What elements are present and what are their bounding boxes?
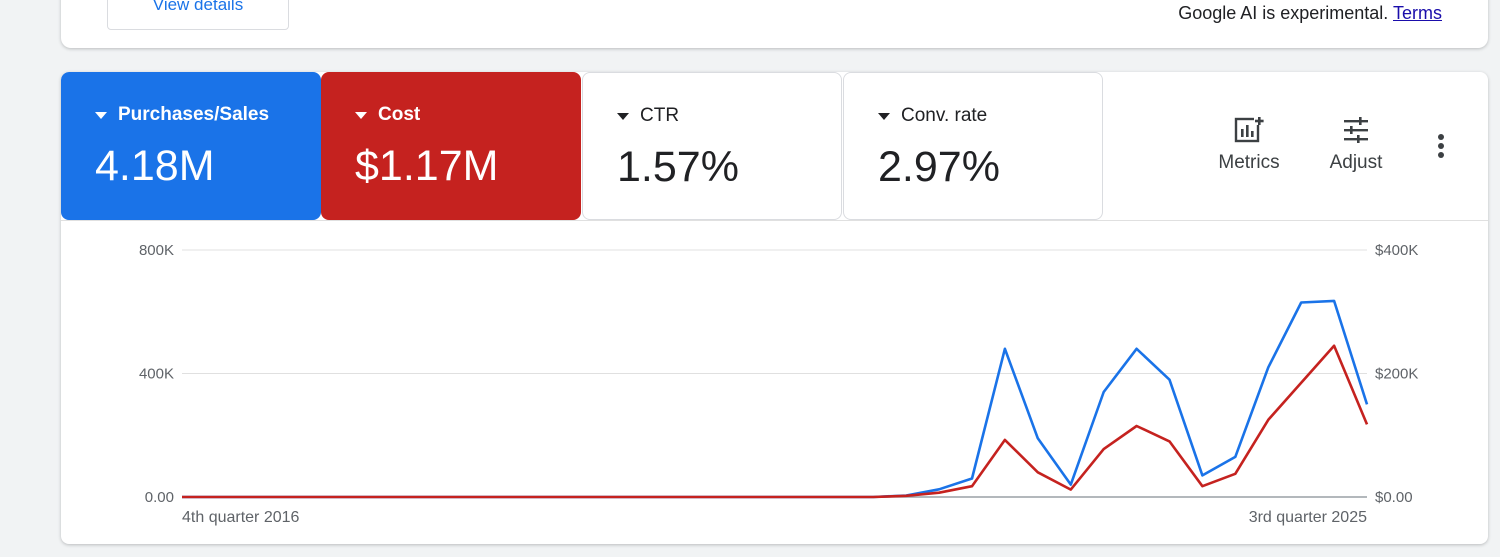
left-tick-label: 400K	[139, 366, 174, 383]
right-tick-label: $0.00	[1375, 489, 1413, 506]
x-start-label: 4th quarter 2016	[182, 509, 300, 526]
scorecard-value: 4.18M	[95, 142, 215, 190]
ai-disclaimer-text: Google AI is experimental.	[1178, 3, 1389, 23]
scorecard-value: $1.17M	[355, 142, 499, 190]
scorecard-conv-rate[interactable]: Conv. rate 2.97%	[843, 72, 1103, 220]
scorecard-cost[interactable]: Cost $1.17M	[321, 72, 581, 220]
scorecard-label: CTR	[617, 105, 679, 127]
dropdown-caret-icon	[878, 112, 890, 120]
adjust-button[interactable]: Adjust	[1316, 114, 1396, 174]
scorecard-value: 1.57%	[617, 143, 739, 191]
adjust-label: Adjust	[1329, 152, 1383, 173]
more-vert-icon[interactable]	[1429, 132, 1453, 162]
scorecard-label: Cost	[355, 104, 420, 126]
terms-link[interactable]: Terms	[1393, 3, 1442, 23]
view-details-button[interactable]: View details	[107, 0, 289, 30]
line-chart: 800K $400K 400K $200K 0.00 $0.00 4th quarter 2…	[139, 242, 1418, 526]
scorecards-row: Purchases/Sales 4.18M Cost $1.17M CTR 1.…	[61, 72, 1488, 220]
right-tick-label: $200K	[1375, 366, 1418, 383]
scorecard-label-text: Cost	[378, 104, 421, 125]
x-end-label: 3rd quarter 2025	[1249, 509, 1367, 526]
performance-card: Purchases/Sales 4.18M Cost $1.17M CTR 1.…	[61, 72, 1488, 544]
series-line-cost	[182, 344, 1369, 499]
more-vert-glyph	[1438, 134, 1444, 158]
left-tick-label: 800K	[139, 242, 174, 259]
right-tick-label: $400K	[1375, 242, 1418, 259]
performance-chart: 800K $400K 400K $200K 0.00 $0.00 4th quarter 2…	[61, 221, 1488, 544]
metrics-button[interactable]: Metrics	[1207, 114, 1291, 174]
dropdown-caret-icon	[95, 111, 107, 119]
ai-disclaimer: Google AI is experimental. Terms	[1178, 3, 1442, 24]
dropdown-caret-icon	[617, 112, 629, 120]
ai-summary-card: View details Google AI is experimental. …	[61, 0, 1488, 48]
scorecard-ctr[interactable]: CTR 1.57%	[582, 72, 842, 220]
scorecard-label-text: Conv. rate	[901, 105, 988, 126]
dropdown-caret-icon	[355, 111, 367, 119]
scorecard-label-text: CTR	[640, 105, 680, 126]
scorecard-label: Conv. rate	[878, 105, 987, 127]
scorecard-label-text: Purchases/Sales	[118, 104, 270, 125]
metrics-label: Metrics	[1218, 152, 1280, 173]
divider	[61, 220, 1488, 221]
scorecard-value: 2.97%	[878, 143, 1000, 191]
scorecard-purchases-sales[interactable]: Purchases/Sales 4.18M	[61, 72, 321, 220]
left-tick-label: 0.00	[145, 489, 174, 506]
metrics-icon	[1234, 116, 1264, 143]
tune-icon	[1344, 117, 1368, 143]
scorecard-label: Purchases/Sales	[95, 104, 269, 126]
